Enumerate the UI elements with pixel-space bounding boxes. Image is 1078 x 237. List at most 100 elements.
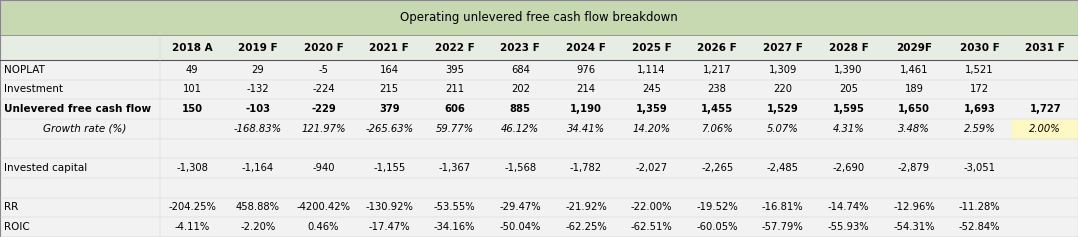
- Text: 121.97%: 121.97%: [302, 124, 346, 134]
- Text: 395: 395: [445, 65, 465, 75]
- Text: RR: RR: [4, 202, 18, 213]
- Text: -4.11%: -4.11%: [175, 222, 210, 232]
- Bar: [0, 35, 1078, 60]
- Text: 46.12%: 46.12%: [501, 124, 539, 134]
- Text: -130.92%: -130.92%: [365, 202, 413, 213]
- Text: -1,568: -1,568: [505, 163, 537, 173]
- Text: -204.25%: -204.25%: [168, 202, 217, 213]
- Text: -62.51%: -62.51%: [631, 222, 673, 232]
- Text: 0.46%: 0.46%: [308, 222, 340, 232]
- Text: 29: 29: [251, 65, 264, 75]
- Text: 2031 F: 2031 F: [1025, 42, 1065, 53]
- Text: 1,461: 1,461: [900, 65, 928, 75]
- Text: 1,390: 1,390: [834, 65, 862, 75]
- Text: 238: 238: [708, 84, 727, 95]
- Text: 1,595: 1,595: [832, 104, 865, 114]
- Text: -3,051: -3,051: [964, 163, 996, 173]
- Text: -1,782: -1,782: [570, 163, 602, 173]
- Text: -2.20%: -2.20%: [240, 222, 276, 232]
- Text: 7.06%: 7.06%: [702, 124, 733, 134]
- Text: -2,879: -2,879: [898, 163, 930, 173]
- Text: -224: -224: [313, 84, 335, 95]
- Text: 5.07%: 5.07%: [766, 124, 799, 134]
- Text: 2.00%: 2.00%: [1029, 124, 1061, 134]
- Text: -19.52%: -19.52%: [696, 202, 738, 213]
- Text: 2027 F: 2027 F: [763, 42, 803, 53]
- Text: 1,727: 1,727: [1029, 104, 1061, 114]
- Text: 379: 379: [378, 104, 400, 114]
- Bar: [0, 99, 1078, 119]
- Text: -2,027: -2,027: [636, 163, 667, 173]
- Text: -168.83%: -168.83%: [234, 124, 282, 134]
- Text: 59.77%: 59.77%: [436, 124, 474, 134]
- Text: -265.63%: -265.63%: [365, 124, 413, 134]
- Text: -55.93%: -55.93%: [828, 222, 869, 232]
- Text: 2024 F: 2024 F: [566, 42, 606, 53]
- Text: -53.55%: -53.55%: [434, 202, 475, 213]
- Bar: [1012, 119, 1078, 139]
- Text: -103: -103: [246, 104, 271, 114]
- Text: 2026 F: 2026 F: [697, 42, 737, 53]
- Text: -16.81%: -16.81%: [762, 202, 803, 213]
- Text: -1,155: -1,155: [373, 163, 405, 173]
- Text: -940: -940: [313, 163, 335, 173]
- Text: Growth rate (%): Growth rate (%): [43, 124, 126, 134]
- Bar: [0, 80, 1078, 99]
- Text: 4.31%: 4.31%: [832, 124, 865, 134]
- Text: ROIC: ROIC: [4, 222, 30, 232]
- Text: 2020 F: 2020 F: [304, 42, 344, 53]
- Text: 606: 606: [444, 104, 466, 114]
- Text: Unlevered free cash flow: Unlevered free cash flow: [4, 104, 151, 114]
- Text: 684: 684: [511, 65, 529, 75]
- Bar: [0, 139, 1078, 158]
- Bar: [0, 60, 1078, 80]
- Text: 458.88%: 458.88%: [236, 202, 280, 213]
- Bar: [0, 0, 1078, 35]
- Text: -54.31%: -54.31%: [894, 222, 935, 232]
- Text: 2028 F: 2028 F: [829, 42, 868, 53]
- Text: 172: 172: [970, 84, 990, 95]
- Text: 1,190: 1,190: [570, 104, 602, 114]
- Text: -1,164: -1,164: [241, 163, 274, 173]
- Text: -229: -229: [312, 104, 336, 114]
- Text: 101: 101: [183, 84, 202, 95]
- Text: 34.41%: 34.41%: [567, 124, 605, 134]
- Text: -1,367: -1,367: [439, 163, 471, 173]
- Bar: [0, 158, 1078, 178]
- Text: -2,485: -2,485: [766, 163, 799, 173]
- Text: 2030 F: 2030 F: [959, 42, 999, 53]
- Text: 2022 F: 2022 F: [434, 42, 474, 53]
- Text: 220: 220: [773, 84, 792, 95]
- Bar: [0, 217, 1078, 237]
- Text: 1,359: 1,359: [636, 104, 667, 114]
- Text: 2023 F: 2023 F: [500, 42, 540, 53]
- Text: 2021 F: 2021 F: [370, 42, 409, 53]
- Text: 2018 A: 2018 A: [172, 42, 212, 53]
- Text: Investment: Investment: [4, 84, 64, 95]
- Text: 976: 976: [577, 65, 595, 75]
- Text: -34.16%: -34.16%: [434, 222, 475, 232]
- Text: -62.25%: -62.25%: [565, 222, 607, 232]
- Text: Invested capital: Invested capital: [4, 163, 87, 173]
- Text: 245: 245: [642, 84, 661, 95]
- Text: 1,521: 1,521: [965, 65, 994, 75]
- Bar: [0, 178, 1078, 198]
- Text: -2,690: -2,690: [832, 163, 865, 173]
- Text: 205: 205: [839, 84, 858, 95]
- Text: -50.04%: -50.04%: [500, 222, 541, 232]
- Text: -52.84%: -52.84%: [958, 222, 1000, 232]
- Text: 885: 885: [510, 104, 530, 114]
- Text: -57.79%: -57.79%: [762, 222, 804, 232]
- Text: 1,455: 1,455: [701, 104, 733, 114]
- Text: 1,650: 1,650: [898, 104, 930, 114]
- Text: -132: -132: [247, 84, 270, 95]
- Text: 150: 150: [182, 104, 203, 114]
- Text: 3.48%: 3.48%: [898, 124, 930, 134]
- Text: 164: 164: [379, 65, 399, 75]
- Text: -21.92%: -21.92%: [565, 202, 607, 213]
- Text: 1,693: 1,693: [964, 104, 995, 114]
- Text: 2019 F: 2019 F: [238, 42, 278, 53]
- Text: -60.05%: -60.05%: [696, 222, 738, 232]
- Text: -11.28%: -11.28%: [958, 202, 1000, 213]
- Text: 2029F: 2029F: [896, 42, 932, 53]
